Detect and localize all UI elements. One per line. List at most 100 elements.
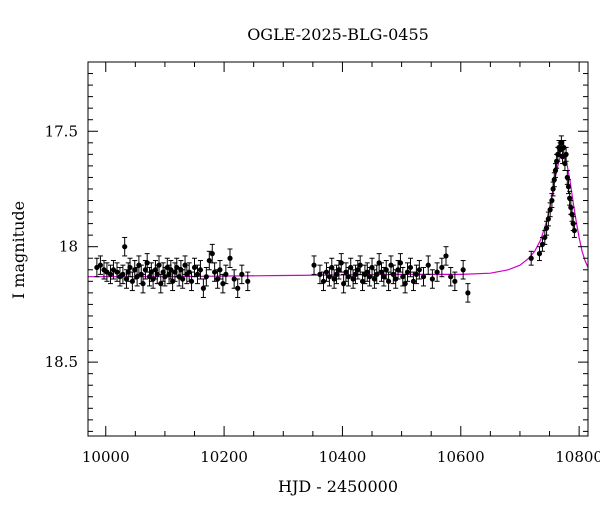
data-marker	[191, 264, 198, 271]
data-marker	[528, 255, 534, 261]
data-point	[397, 253, 404, 273]
axes: 10000 10200 10400 10600 10800 17.5 18 18.5	[45, 61, 600, 466]
data-point	[114, 262, 120, 282]
data-point	[563, 146, 569, 162]
data-marker	[542, 234, 548, 241]
data-marker	[536, 251, 543, 257]
data-marker	[352, 271, 359, 277]
data-point	[460, 260, 466, 280]
data-point	[120, 264, 126, 285]
data-marker	[320, 278, 327, 284]
data-marker	[465, 290, 471, 296]
data-marker	[223, 271, 229, 277]
data-point	[110, 260, 117, 280]
data-marker	[239, 271, 245, 277]
data-marker	[331, 276, 337, 282]
data-point	[168, 260, 174, 280]
data-point	[383, 260, 389, 280]
data-point	[404, 262, 411, 282]
data-marker	[407, 264, 414, 271]
data-marker	[448, 274, 454, 280]
data-marker	[545, 216, 551, 222]
data-marker	[129, 278, 135, 284]
data-marker	[374, 271, 380, 277]
data-point	[420, 266, 427, 287]
plot-area	[88, 135, 588, 303]
data-marker	[220, 281, 226, 287]
data-marker	[203, 274, 209, 280]
data-marker	[336, 267, 342, 273]
data-marker	[395, 267, 401, 273]
data-marker	[371, 276, 377, 282]
data-point	[416, 260, 422, 280]
data-point	[413, 264, 420, 285]
x-tick-label: 10200	[200, 448, 248, 466]
data-point	[206, 250, 212, 271]
data-marker	[343, 269, 349, 275]
data-marker	[413, 271, 420, 277]
data-marker	[127, 264, 133, 271]
data-marker	[348, 264, 354, 271]
data-point	[378, 262, 385, 282]
data-point	[180, 269, 186, 289]
data-point	[348, 257, 354, 278]
data-point	[452, 271, 458, 292]
data-marker	[404, 269, 411, 275]
x-axis-label: HJD - 2450000	[278, 477, 398, 496]
data-point	[217, 260, 223, 280]
data-point	[203, 266, 209, 287]
data-point	[542, 230, 548, 245]
data-point	[410, 271, 417, 292]
data-point	[97, 255, 104, 275]
data-marker	[120, 271, 126, 277]
data-marker	[543, 225, 550, 231]
data-point	[127, 257, 133, 278]
data-marker	[434, 269, 440, 275]
data-marker	[420, 274, 427, 280]
y-axis-label: I magnitude	[9, 201, 28, 299]
data-marker	[206, 257, 212, 264]
data-point	[443, 246, 449, 266]
data-point	[465, 283, 471, 303]
data-marker	[341, 281, 347, 287]
data-marker	[212, 269, 218, 275]
data-point	[158, 273, 164, 294]
data-marker	[460, 267, 466, 273]
data-marker	[338, 260, 344, 266]
data-point	[311, 255, 317, 275]
data-point	[188, 271, 195, 292]
data-point	[439, 257, 445, 278]
data-marker	[390, 271, 396, 277]
data-marker	[132, 267, 138, 273]
data-point	[212, 262, 218, 282]
data-point	[528, 250, 534, 266]
data-point	[223, 264, 229, 285]
data-point	[184, 264, 190, 285]
data-marker	[443, 253, 449, 259]
data-point	[390, 264, 396, 285]
y-tick-label: 18	[59, 238, 78, 256]
data-marker	[562, 160, 568, 167]
data-marker	[551, 177, 557, 183]
data-marker	[400, 274, 406, 280]
data-point	[331, 269, 337, 289]
data-point	[355, 260, 361, 280]
data-marker	[140, 281, 146, 287]
data-point	[191, 257, 198, 278]
data-point	[429, 269, 435, 289]
data-marker	[194, 271, 201, 277]
x-tick-label: 10000	[82, 448, 130, 466]
data-point	[104, 262, 110, 282]
x-tick-label: 10400	[319, 448, 367, 466]
data-marker	[180, 276, 186, 282]
data-point	[320, 271, 327, 292]
data-marker	[547, 207, 553, 213]
data-point	[543, 220, 550, 236]
data-point	[107, 264, 114, 285]
data-marker	[168, 267, 174, 273]
data-marker	[156, 262, 162, 268]
data-point	[571, 223, 577, 238]
data-marker	[114, 269, 120, 275]
data-marker	[333, 271, 340, 277]
